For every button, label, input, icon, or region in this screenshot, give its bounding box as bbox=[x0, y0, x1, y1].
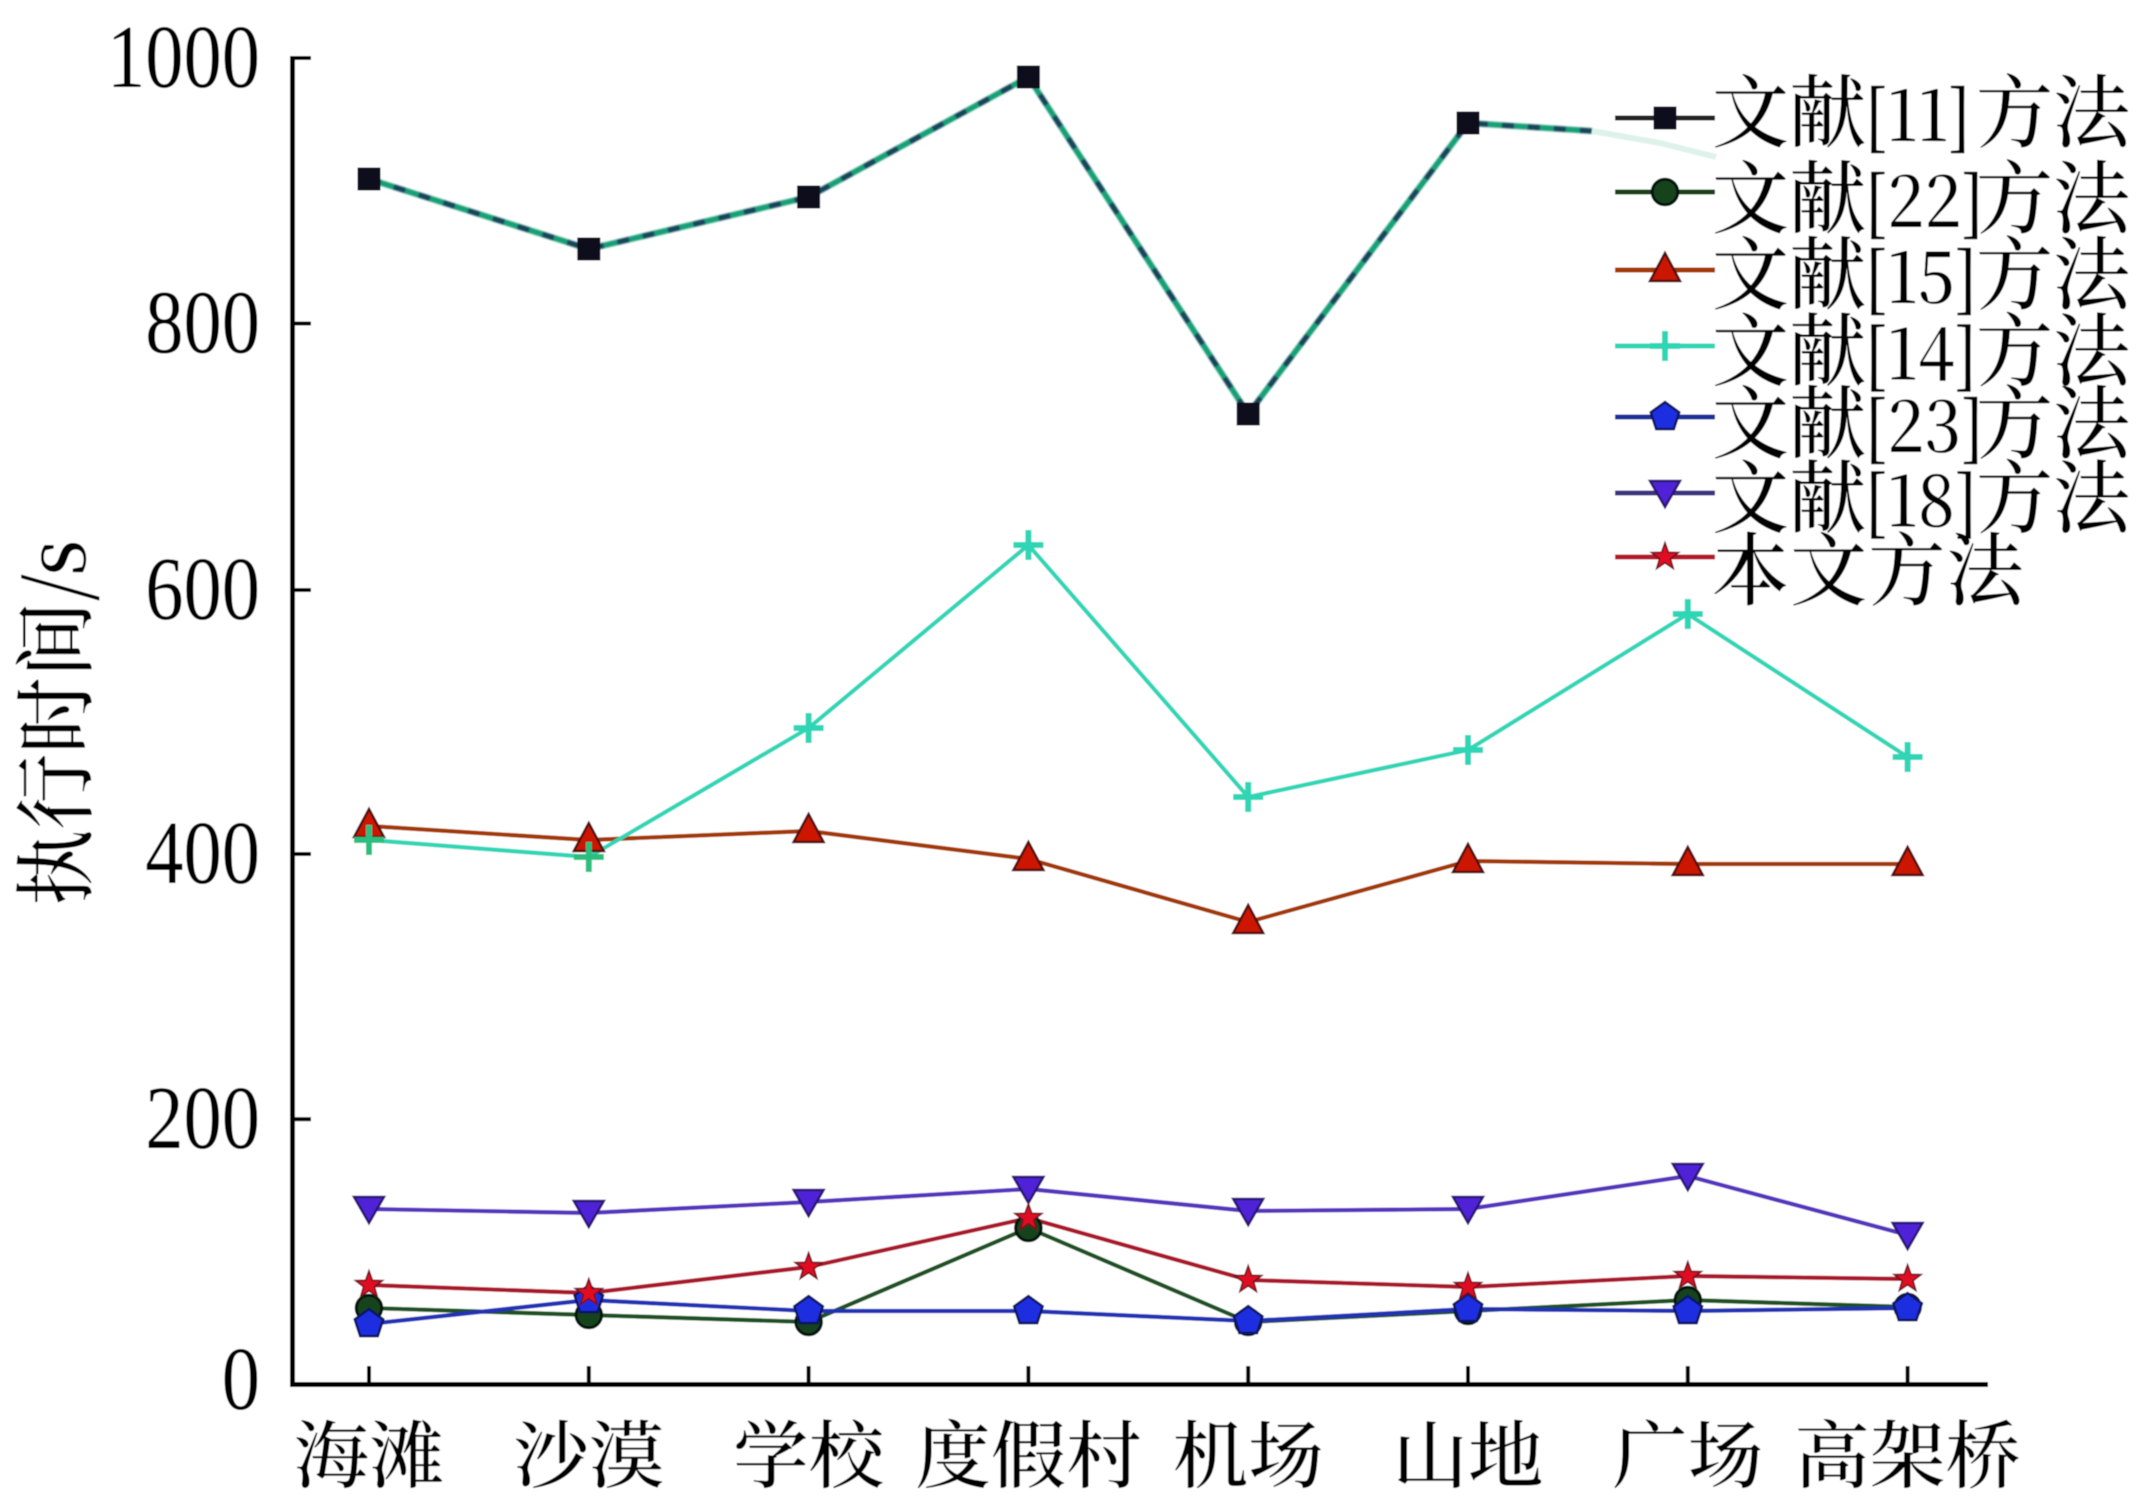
svg-text:200: 200 bbox=[145, 1070, 260, 1169]
svg-text:1000: 1000 bbox=[107, 8, 260, 107]
svg-text:0: 0 bbox=[222, 1330, 260, 1429]
svg-text:400: 400 bbox=[145, 804, 260, 903]
svg-text:800: 800 bbox=[145, 274, 260, 373]
svg-text:600: 600 bbox=[145, 540, 260, 639]
